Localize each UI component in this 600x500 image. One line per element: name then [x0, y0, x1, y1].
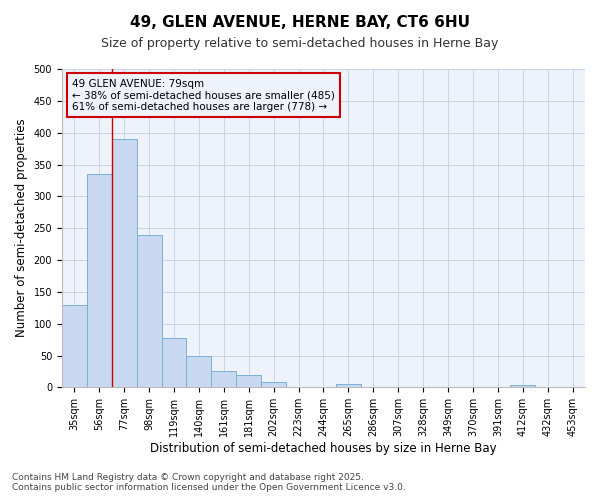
Text: Contains HM Land Registry data © Crown copyright and database right 2025.
Contai: Contains HM Land Registry data © Crown c… [12, 473, 406, 492]
Bar [62, 304, 87, 388]
Bar [236, 374, 261, 388]
Bar [161, 338, 187, 388]
Bar [336, 384, 361, 388]
Text: 49, GLEN AVENUE, HERNE BAY, CT6 6HU: 49, GLEN AVENUE, HERNE BAY, CT6 6HU [130, 15, 470, 30]
Bar [510, 386, 535, 388]
Text: 49 GLEN AVENUE: 79sqm
← 38% of semi-detached houses are smaller (485)
61% of sem: 49 GLEN AVENUE: 79sqm ← 38% of semi-deta… [73, 78, 335, 112]
Bar [211, 371, 236, 388]
Y-axis label: Number of semi-detached properties: Number of semi-detached properties [15, 119, 28, 338]
Bar [112, 139, 137, 388]
X-axis label: Distribution of semi-detached houses by size in Herne Bay: Distribution of semi-detached houses by … [150, 442, 497, 455]
Text: Size of property relative to semi-detached houses in Herne Bay: Size of property relative to semi-detach… [101, 38, 499, 51]
Bar [261, 382, 286, 388]
Bar [187, 356, 211, 388]
Bar [137, 234, 161, 388]
Bar [87, 174, 112, 388]
